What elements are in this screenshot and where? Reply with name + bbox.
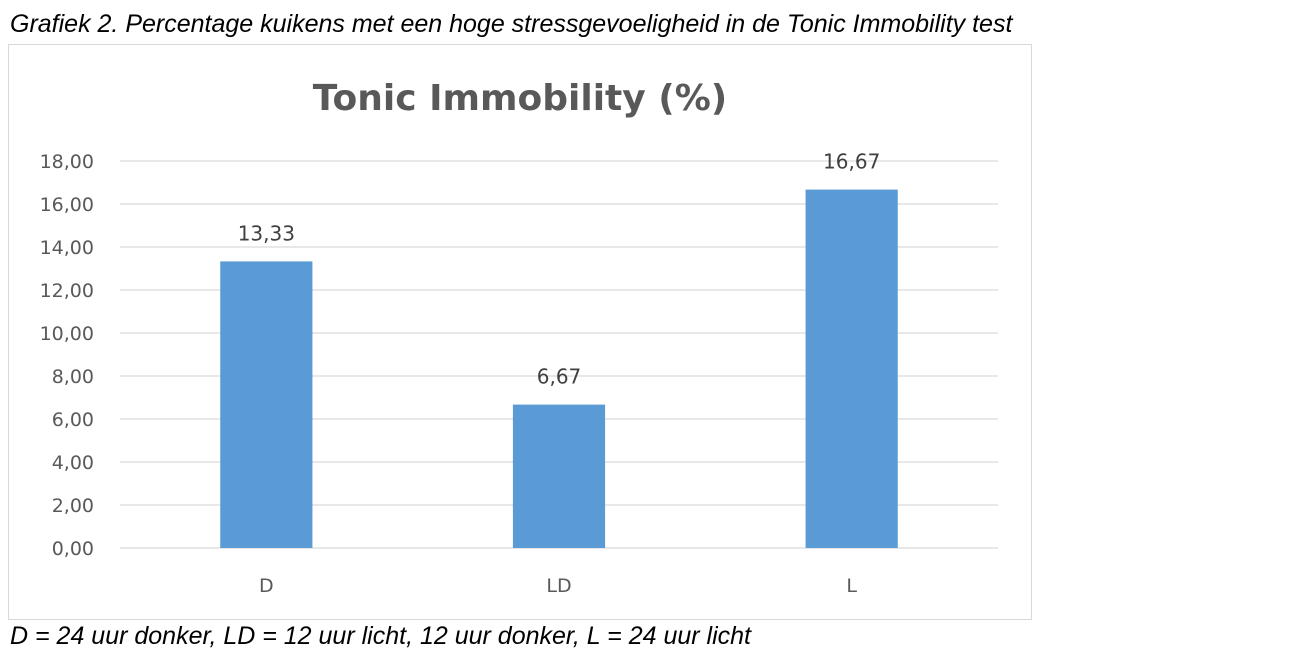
data-label: 16,67 [823, 150, 880, 174]
bar-d [220, 261, 313, 548]
y-tick-label: 2,00 [52, 495, 94, 517]
y-tick-label: 6,00 [52, 409, 94, 431]
data-label: 6,67 [537, 365, 582, 389]
y-tick-label: 14,00 [40, 237, 94, 259]
y-axis-ticks: 0,00 2,00 4,00 6,00 8,00 10,00 12,00 14,00 16,00… [40, 151, 94, 560]
y-tick-label: 10,00 [40, 323, 94, 345]
bars [220, 189, 898, 548]
data-label: 13,33 [238, 221, 295, 245]
bar-l [805, 189, 898, 548]
x-tick-label: L [846, 575, 857, 597]
x-axis-labels: D LD L [259, 575, 857, 597]
chart-title: Tonic Immobility (%) [313, 78, 727, 119]
y-tick-label: 18,00 [40, 151, 94, 173]
y-tick-label: 8,00 [52, 366, 94, 388]
y-tick-label: 0,00 [52, 538, 94, 560]
figure-caption: Grafiek 2. Percentage kuikens met een ho… [10, 10, 1013, 38]
bar-ld [512, 404, 606, 548]
legend-note: D = 24 uur donker, LD = 12 uur licht, 12… [10, 622, 751, 650]
x-tick-label: D [259, 575, 274, 597]
y-tick-label: 12,00 [40, 280, 94, 302]
data-labels: 13,33 6,67 16,67 [238, 150, 881, 389]
x-tick-label: LD [546, 575, 571, 597]
y-tick-label: 4,00 [52, 452, 94, 474]
y-tick-label: 16,00 [40, 194, 94, 216]
